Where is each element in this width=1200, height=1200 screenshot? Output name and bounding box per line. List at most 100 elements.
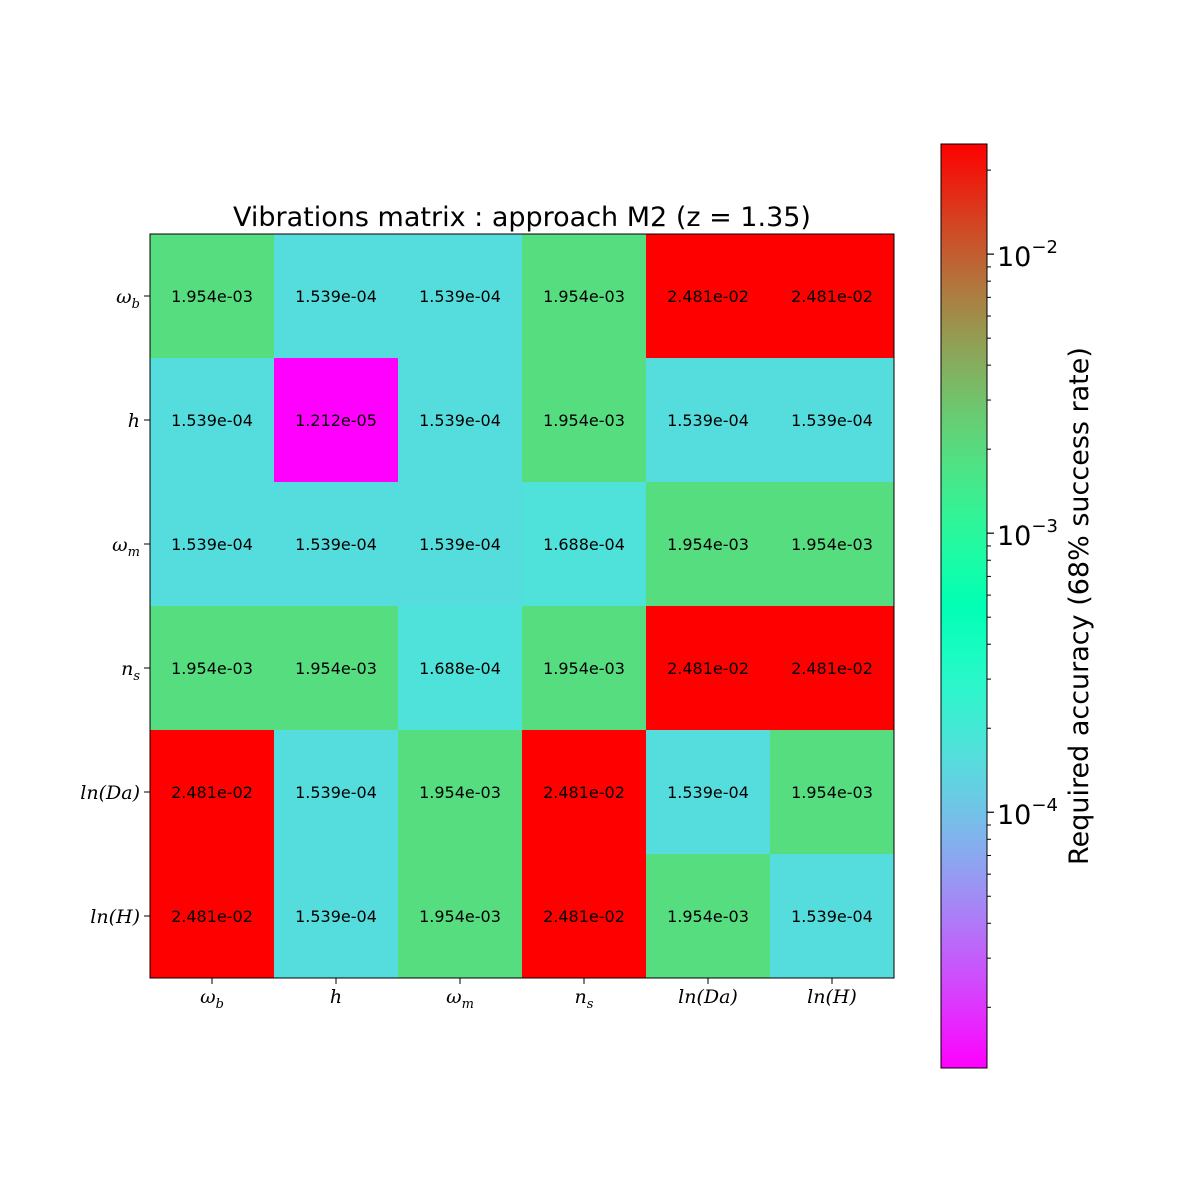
tick-label-base: ln(Da)	[80, 782, 140, 804]
cell-value-label: 2.481e-02	[667, 287, 749, 306]
cell-value-label: 1.954e-03	[171, 659, 253, 678]
cell-value-label: 1.954e-03	[543, 659, 625, 678]
tick-label-subscript: m	[462, 997, 474, 1012]
heatmap-cell	[398, 234, 522, 358]
heatmap-cell	[150, 606, 274, 730]
y-tick-label: ln(Da)	[80, 782, 140, 804]
heatmap-cell	[522, 234, 646, 358]
tick-label-base: ω	[200, 986, 216, 1008]
tick-label-base: ln(H)	[807, 986, 857, 1008]
cell-value-label: 1.539e-04	[419, 411, 501, 430]
y-tick-label: ln(H)	[90, 906, 140, 928]
cell-value-label: 1.212e-05	[295, 411, 377, 430]
tick-label-subscript: s	[133, 669, 140, 684]
cell-value-label: 1.954e-03	[667, 535, 749, 554]
heatmap-cell	[522, 730, 646, 854]
heatmap-cell	[150, 854, 274, 978]
cell-value-label: 1.539e-04	[295, 535, 377, 554]
heatmap-cell	[274, 606, 398, 730]
cell-value-label: 1.539e-04	[295, 287, 377, 306]
heatmap-cell	[522, 854, 646, 978]
cell-value-label: 1.954e-03	[543, 411, 625, 430]
cell-value-label: 2.481e-02	[171, 783, 253, 802]
cell-value-label: 1.954e-03	[543, 287, 625, 306]
y-tick-label: ns	[121, 658, 140, 684]
cell-value-label: 2.481e-02	[791, 287, 873, 306]
heatmap-cell	[646, 358, 770, 482]
cell-value-label: 1.954e-03	[419, 907, 501, 926]
tick-label-base: n	[121, 658, 133, 680]
cell-value-label: 2.481e-02	[667, 659, 749, 678]
cell-value-label: 1.539e-04	[295, 907, 377, 926]
colorbar-tick-base: 10	[997, 242, 1031, 273]
cell-value-label: 1.688e-04	[543, 535, 625, 554]
heatmap-cell	[398, 854, 522, 978]
heatmap-cell	[770, 234, 894, 358]
colorbar-tick-label: 10−4	[997, 795, 1058, 831]
colorbar-tick-label: 10−2	[997, 237, 1058, 273]
heatmap-cell	[150, 358, 274, 482]
tick-label-base: ω	[116, 286, 132, 308]
cell-value-label: 1.539e-04	[419, 287, 501, 306]
heatmap-cell	[398, 730, 522, 854]
heatmap-cell	[150, 482, 274, 606]
x-axis-ticks: ωb h ω m ns ln(Da) ln(H)	[200, 978, 857, 1012]
heatmap-cell	[274, 854, 398, 978]
cell-value-label: 1.539e-04	[295, 783, 377, 802]
colorbar-tick-label: 10−3	[997, 516, 1058, 552]
heatmap-cell	[150, 234, 274, 358]
tick-label-base: ω	[112, 534, 128, 556]
heatmap-cell	[150, 730, 274, 854]
x-tick-label: ln(Da)	[678, 986, 738, 1008]
heatmap-frame	[149, 233, 895, 979]
colorbar-tick-exponent: −3	[1031, 516, 1058, 537]
y-tick-label: ωb	[116, 286, 140, 312]
cell-value-label: 1.954e-03	[667, 907, 749, 926]
heatmap-cell	[274, 730, 398, 854]
x-tick-label: ns	[575, 986, 594, 1012]
tick-label-subscript: m	[128, 545, 140, 560]
heatmap-cell	[522, 482, 646, 606]
colorbar-label: Required accuracy (68% success rate)	[1064, 347, 1095, 865]
tick-label-base: h	[128, 410, 140, 432]
x-tick-label: ln(H)	[807, 986, 857, 1008]
heatmap-cell	[646, 854, 770, 978]
x-tick-label: ωb	[200, 986, 224, 1012]
cell-value-label: 2.481e-02	[543, 783, 625, 802]
heatmap-cell	[274, 482, 398, 606]
tick-label-base: ln(H)	[90, 906, 140, 928]
heatmap-cell	[770, 482, 894, 606]
heatmap-cell	[646, 730, 770, 854]
cell-value-label: 2.481e-02	[543, 907, 625, 926]
heatmap-cell	[522, 606, 646, 730]
cell-value-label: 1.954e-03	[171, 287, 253, 306]
heatmap-cell	[770, 358, 894, 482]
heatmap: 1.954e-03 1.539e-04 1.539e-04 1.954e-03 2.48…	[149, 233, 895, 979]
tick-label-base: h	[330, 986, 342, 1008]
heatmap-cell	[770, 730, 894, 854]
cell-value-label: 1.539e-04	[791, 907, 873, 926]
cell-value-label: 1.539e-04	[667, 783, 749, 802]
tick-label-subscript: b	[132, 297, 140, 312]
heatmap-cell	[770, 606, 894, 730]
chart-title: Vibrations matrix : approach M2 (z = 1.3…	[233, 202, 811, 233]
cell-value-label: 1.539e-04	[791, 411, 873, 430]
colorbar-tick-exponent: −4	[1031, 795, 1058, 816]
cell-value-label: 1.954e-03	[791, 535, 873, 554]
cell-value-label: 2.481e-02	[171, 907, 253, 926]
tick-label-base: n	[575, 986, 587, 1008]
cell-value-label: 1.539e-04	[419, 535, 501, 554]
heatmap-cell	[522, 358, 646, 482]
colorbar-tick-exponent: −2	[1031, 237, 1058, 258]
heatmap-cell	[646, 482, 770, 606]
colorbar-tick-base: 10	[997, 800, 1031, 831]
y-tick-label: h	[128, 410, 140, 432]
heatmap-cell	[398, 358, 522, 482]
y-tick-label: ωm	[112, 534, 140, 560]
heatmap-cell	[398, 606, 522, 730]
heatmap-cell	[274, 358, 398, 482]
heatmap-cell	[646, 234, 770, 358]
